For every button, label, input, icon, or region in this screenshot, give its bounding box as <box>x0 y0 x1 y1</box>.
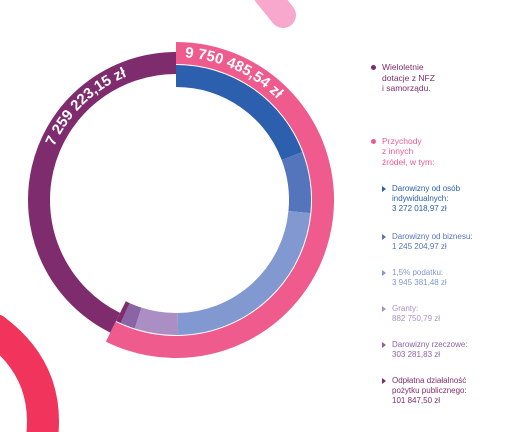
donut-segment-breakdown-2 <box>281 152 311 214</box>
donut-segment-breakdown-3 <box>177 210 311 335</box>
donut-segment-other-sources <box>105 42 334 358</box>
legend-dot <box>371 65 376 70</box>
breakdown-value: 101 847,50 zł <box>392 396 441 405</box>
breakdown-value: 882 750,79 zł <box>392 314 441 323</box>
triangle-bullet-icon <box>382 306 386 312</box>
breakdown-label: Darowizny rzeczowe: <box>392 340 468 349</box>
red-decorative-stroke <box>0 314 59 432</box>
breakdown-value: 303 281,83 zł <box>392 350 441 359</box>
triangle-bullet-icon <box>382 378 386 384</box>
triangle-bullet-icon <box>382 186 386 192</box>
triangle-bullet-icon <box>382 234 386 240</box>
triangle-bullet-icon <box>382 270 386 276</box>
legend-label: Wieloletnie dotacje z NFZ i samorządu. <box>382 62 435 93</box>
donut-segment-breakdown-5 <box>120 303 142 329</box>
breakdown-label: Darowizny od biznesu: <box>392 232 473 241</box>
breakdown-item: Odpłatna działalność pożytku publicznego… <box>381 376 524 406</box>
breakdown-label: Darowizny od osób indywidualnych: <box>392 184 461 203</box>
chart-legend: Wieloletnie dotacje z NFZ i samorządu. P… <box>371 62 521 405</box>
legend-item-nfz: Wieloletnie dotacje z NFZ i samorządu. <box>371 62 521 94</box>
legend-item-other-sources: Przychody z innych źródeł, w tym: <box>371 136 521 168</box>
breakdown-item: Darowizny od biznesu: 1 245 204,97 zł <box>381 232 524 252</box>
breakdown-value: 3 272 018,97 zł <box>392 204 447 213</box>
breakdown-item: Darowizny od osób indywidualnych: 3 272 … <box>381 184 524 214</box>
donut-segment-breakdown-4 <box>134 307 179 335</box>
breakdown-value: 1 245 204,97 zł <box>392 242 447 251</box>
breakdown-value: 3 945 381,48 zł <box>392 278 447 287</box>
breakdown-label: Granty: <box>392 304 419 313</box>
donut-value-label-nfz: 7 259 223,15 zł <box>42 64 129 148</box>
donut-segment-nfz <box>28 52 177 333</box>
triangle-bullet-icon <box>382 342 386 348</box>
breakdown-item: Darowizny rzeczowe: 303 281,83 zł <box>381 340 524 360</box>
breakdown-item: 1,5% podatku: 3 945 381,48 zł <box>381 268 524 288</box>
donut-segment-breakdown-1 <box>175 65 303 161</box>
breakdown-label: Odpłatna działalność pożytku publicznego… <box>392 376 467 395</box>
breakdown-label: 1,5% podatku: <box>392 268 444 277</box>
legend-label: Przychody z innych źródeł, w tym: <box>382 135 435 167</box>
pink-decorative-stroke <box>254 0 296 28</box>
donut-segment-breakdown-6 <box>116 301 130 324</box>
legend-dot <box>371 138 376 144</box>
breakdown-item: Granty: 882 750,79 zł <box>381 304 524 324</box>
